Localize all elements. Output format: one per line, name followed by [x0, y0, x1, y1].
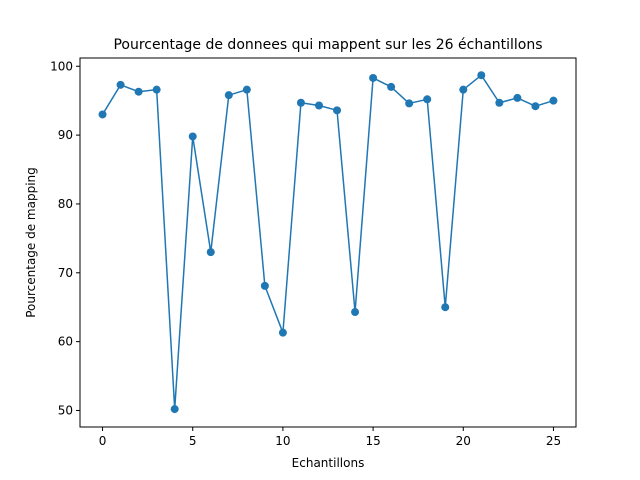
data-point [423, 95, 432, 104]
data-point [170, 405, 179, 414]
x-tick-label: 15 [365, 434, 380, 448]
data-point [405, 99, 414, 108]
y-tick-label: 70 [58, 266, 73, 280]
x-tick-label: 10 [275, 434, 290, 448]
data-point [351, 308, 360, 317]
data-point [152, 85, 161, 94]
data-point [549, 96, 558, 105]
data-point [477, 71, 486, 80]
x-tick-label: 25 [546, 434, 561, 448]
data-point [495, 98, 504, 107]
x-tick-label: 20 [456, 434, 471, 448]
data-point [260, 281, 269, 290]
data-point [333, 106, 342, 115]
plot-area [98, 71, 558, 414]
axes-frame [79, 57, 577, 428]
y-tick-label: 100 [50, 59, 73, 73]
chart-title: Pourcentage de donnees qui mappent sur l… [113, 37, 542, 53]
data-point [296, 98, 305, 107]
data-point [513, 93, 522, 102]
x-tick-label: 0 [99, 434, 107, 448]
data-point [531, 102, 540, 111]
x-tick-label: 5 [189, 434, 197, 448]
data-point [224, 91, 233, 100]
data-point [387, 82, 396, 91]
data-point [242, 85, 251, 94]
data-point [441, 303, 450, 312]
y-axis: 50 60 70 80 90 100 [50, 59, 80, 417]
y-tick-label: 80 [58, 197, 73, 211]
data-point [116, 80, 125, 89]
x-axis-label: Echantillons [292, 456, 365, 470]
data-point [206, 248, 215, 257]
data-point [188, 132, 197, 141]
y-axis-label: Pourcentage de mapping [24, 167, 38, 318]
data-point [369, 73, 378, 82]
y-tick-label: 50 [58, 403, 73, 417]
data-point [314, 101, 323, 110]
data-point [98, 110, 107, 119]
y-tick-label: 60 [58, 335, 73, 349]
y-tick-label: 90 [58, 128, 73, 142]
data-point [459, 85, 468, 94]
x-axis: 0 5 10 15 20 25 [99, 427, 561, 448]
data-point [278, 328, 287, 337]
data-point [134, 87, 143, 96]
